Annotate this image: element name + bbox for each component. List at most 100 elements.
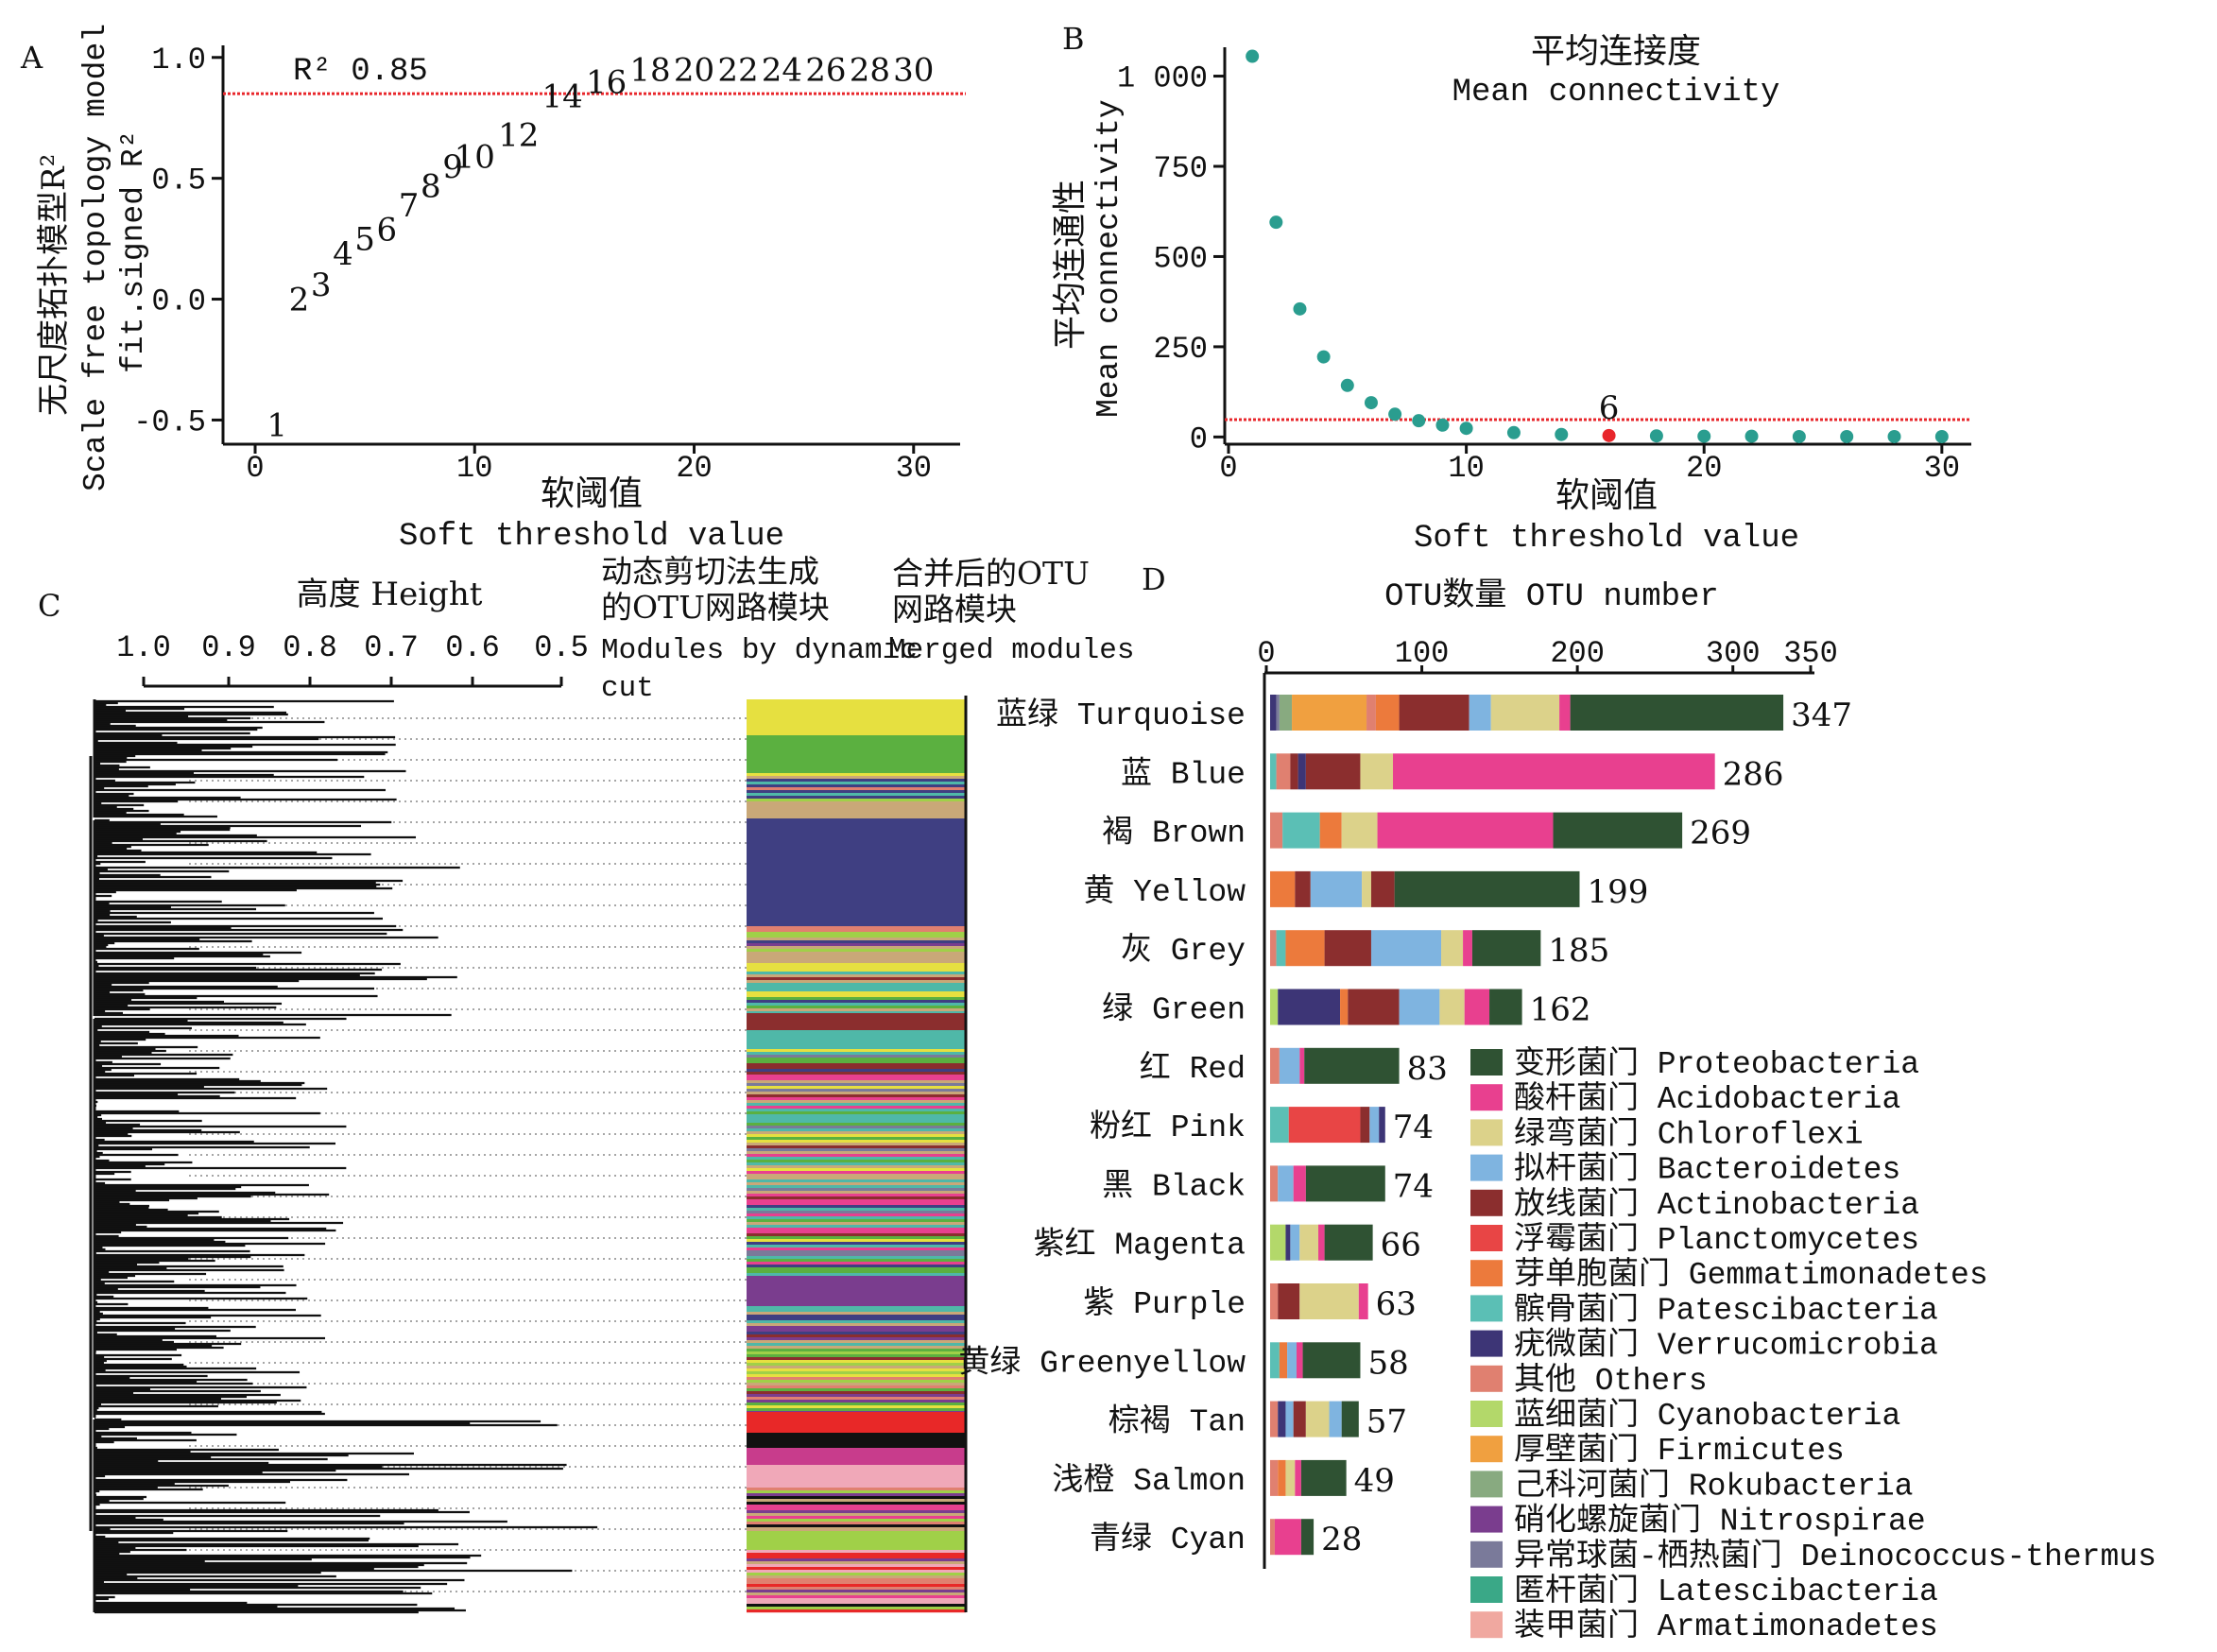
panel-d-category-label: 棕褐 Tan bbox=[1108, 1403, 1246, 1440]
panel-c-module-stripe bbox=[747, 1100, 966, 1104]
panel-c-module-stripe bbox=[747, 1493, 966, 1497]
panel-c-module-stripe bbox=[747, 949, 966, 953]
panel-d-total-label: 57 bbox=[1366, 1403, 1407, 1441]
panel-c-module-stripe bbox=[747, 960, 966, 964]
panel-d-total-label: 347 bbox=[1791, 697, 1852, 734]
panel-d-total-label: 74 bbox=[1393, 1167, 1434, 1205]
panel-c-module-stripe bbox=[747, 1060, 966, 1064]
panel-d-bar-segment bbox=[1276, 695, 1280, 731]
panel-c-module-block bbox=[747, 1412, 966, 1433]
panel-d-legend-label: 硝化螺旋菌门 Nitrospirae bbox=[1514, 1503, 1926, 1540]
panel-c-module-stripe bbox=[747, 1089, 966, 1093]
panel-c-module-stripe bbox=[747, 1550, 966, 1554]
panel-d-bar-segment bbox=[1285, 1224, 1291, 1261]
panel-c-module-block bbox=[747, 818, 966, 926]
panel-d-bar-segment bbox=[1464, 989, 1490, 1025]
panel-d-total-label: 199 bbox=[1587, 873, 1648, 911]
panel-d-legend-swatch bbox=[1470, 1365, 1503, 1392]
panel-c-module-stripe bbox=[747, 1211, 966, 1214]
panel-a-scale-free-fit: R² 0.85 -0.50.00.51.0 0 10 20 30 12 34 5 67891… bbox=[35, 24, 966, 555]
panel-a-xlabel-en: Soft threshold value bbox=[399, 519, 784, 555]
panel-c-module-stripe bbox=[747, 1309, 966, 1313]
panel-c-module-stripe bbox=[747, 1055, 966, 1058]
panel-d-bar-segment bbox=[1290, 1224, 1300, 1261]
panel-c-module-stripe bbox=[747, 1103, 966, 1107]
panel-d-legend-swatch bbox=[1470, 1576, 1503, 1603]
panel-b-point bbox=[1555, 427, 1569, 441]
panel-d-xtick-label: 200 bbox=[1550, 636, 1605, 671]
panel-a-xtick-label: 20 bbox=[676, 451, 712, 486]
panel-d-total-label: 162 bbox=[1530, 991, 1591, 1029]
panel-d-bar-segment bbox=[1394, 870, 1580, 907]
panel-d-bar-segment bbox=[1360, 753, 1394, 790]
panel-c-module-stripe bbox=[747, 977, 966, 981]
panel-c-module-stripe bbox=[747, 1049, 966, 1053]
panel-d-bar-segment bbox=[1279, 1342, 1288, 1379]
panel-c-module-stripe bbox=[747, 1598, 966, 1602]
panel-c-module-stripe bbox=[747, 1383, 966, 1386]
panel-c-module-stripe bbox=[747, 1262, 966, 1265]
panel-c-module-stripe bbox=[747, 1106, 966, 1110]
panel-a-ytick-label: 1.0 bbox=[151, 43, 206, 77]
panel-c-module-stripe bbox=[747, 1363, 966, 1367]
panel-c-module-stripe bbox=[747, 1584, 966, 1588]
panel-d-bar-segment bbox=[1270, 1342, 1280, 1379]
panel-c-module-stripe bbox=[747, 1366, 966, 1369]
panel-c-module-stripe bbox=[747, 1349, 966, 1352]
panel-d-bar-segment bbox=[1270, 1283, 1279, 1319]
panel-c-module-block bbox=[747, 1013, 966, 1030]
panel-c-module-stripe bbox=[747, 1006, 966, 1009]
panel-d-bar-segment bbox=[1278, 1401, 1286, 1437]
panel-d-bar-segment bbox=[1270, 753, 1277, 790]
panel-a-ylabel-cn: 无尺度拓扑模型R² bbox=[35, 154, 73, 416]
panel-c-module-stripe bbox=[747, 793, 966, 797]
panel-d-bar-segment bbox=[1341, 1401, 1359, 1437]
panel-c-module-stripe bbox=[747, 966, 966, 970]
panel-c-col2-cn1: 合并后的OTU bbox=[892, 555, 1090, 592]
panel-d-bar-segment bbox=[1292, 695, 1367, 731]
panel-c-module-stripe bbox=[747, 935, 966, 938]
panel-d-xtick-label: 350 bbox=[1783, 636, 1838, 671]
panel-c-module-stripe bbox=[747, 1134, 966, 1138]
panel-b-point bbox=[1246, 49, 1260, 63]
panel-c-module-stripe bbox=[747, 1524, 966, 1528]
panel-d-bar-segment bbox=[1304, 1047, 1400, 1084]
panel-c-module-stripe bbox=[747, 1128, 966, 1132]
panel-d-bar-segment bbox=[1278, 1283, 1300, 1319]
panel-d-category-label: 蓝 Blue bbox=[1121, 755, 1246, 792]
panel-c-module-stripe bbox=[747, 1248, 966, 1251]
panel-d-category-label: 黄绿 Greenyellow bbox=[958, 1344, 1246, 1381]
panel-c-module-stripe bbox=[747, 1267, 966, 1271]
panel-c-module-stripe bbox=[747, 986, 966, 989]
panel-b-point bbox=[1887, 429, 1901, 443]
panel-c-module-block bbox=[747, 1276, 966, 1306]
panel-c-module-stripe bbox=[747, 1337, 966, 1341]
panel-d-legend-label: 厚壁菌门 Firmicutes bbox=[1514, 1432, 1845, 1469]
panel-d-bar-segment bbox=[1299, 1283, 1359, 1319]
panel-c-module-stripe bbox=[747, 1236, 966, 1240]
panel-c-module-stripe bbox=[747, 1558, 966, 1562]
panel-c-module-stripe bbox=[747, 1265, 966, 1268]
panel-c-module-stripe bbox=[747, 1126, 966, 1129]
panel-b-point bbox=[1435, 418, 1450, 432]
panel-c-module-stripe bbox=[747, 776, 966, 780]
panel-d-category-label: 黄 Yellow bbox=[1083, 873, 1246, 910]
panel-c-module-block bbox=[747, 1030, 966, 1049]
panel-d-bar-segment bbox=[1287, 1342, 1297, 1379]
panel-d-bar-segment bbox=[1310, 870, 1363, 907]
panel-d-xtick-label: 0 bbox=[1257, 636, 1275, 671]
panel-d-bar-segment bbox=[1340, 989, 1349, 1025]
panel-d-legend-label: 装甲菌门 Armatimonadetes bbox=[1514, 1608, 1938, 1644]
panel-b-point bbox=[1744, 429, 1759, 443]
panel-d-bar-segment bbox=[1463, 930, 1472, 967]
panel-d-bar-segment bbox=[1285, 1401, 1294, 1437]
panel-c-module-stripe bbox=[747, 1374, 966, 1378]
panel-c-module-stripe bbox=[747, 1573, 966, 1576]
panel-b-point bbox=[1649, 429, 1663, 443]
panel-c-module-block bbox=[747, 801, 966, 818]
panel-d-bar-segment bbox=[1375, 695, 1400, 731]
panel-c-module-stripe bbox=[747, 799, 966, 802]
panel-c-module-stripe bbox=[747, 1391, 966, 1395]
panel-c-module-stripe bbox=[747, 1168, 966, 1172]
